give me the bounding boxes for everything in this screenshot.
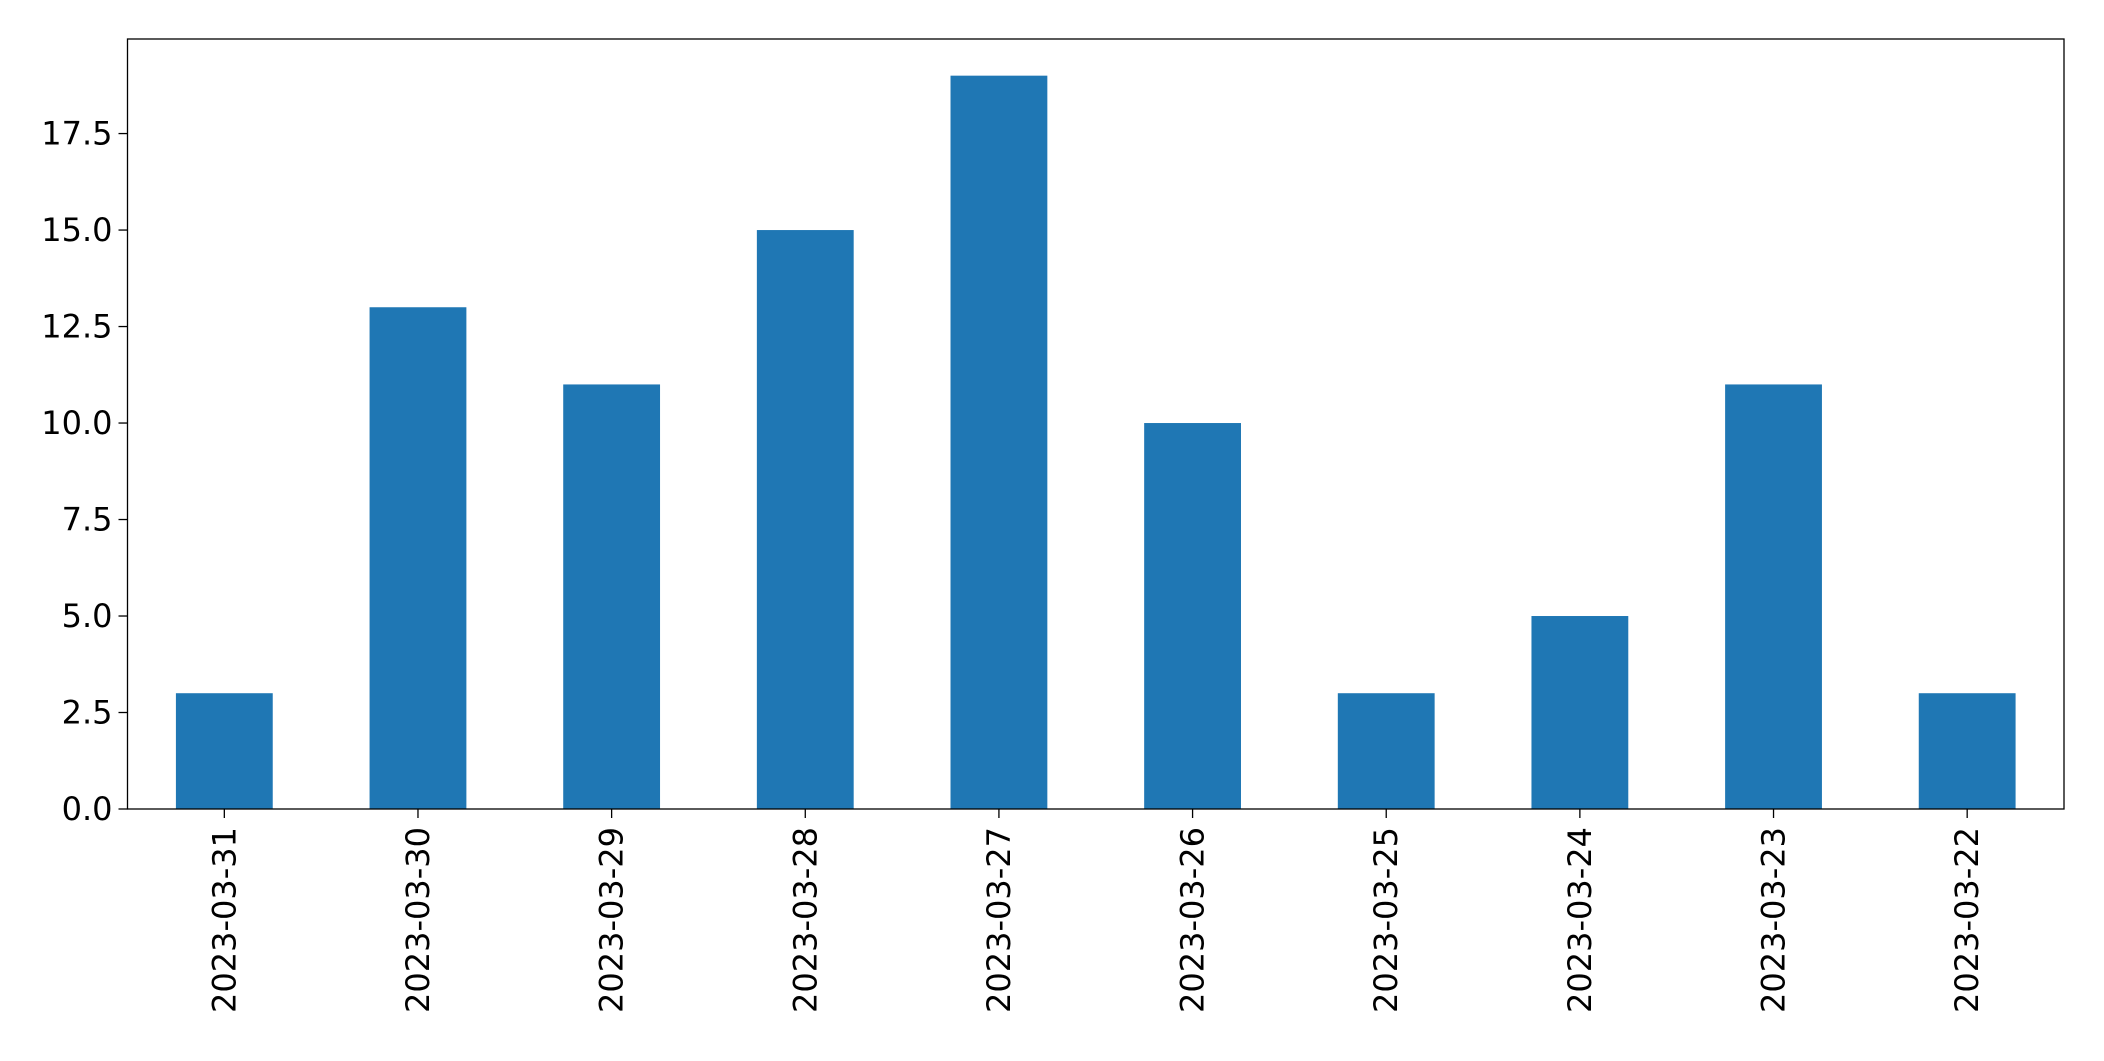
y-tick-label: 17.5 [41,115,112,153]
x-tick-label: 2023-03-23 [1755,827,1793,1013]
bar [756,230,854,810]
x-tick-label: 2023-03-25 [1367,827,1405,1013]
y-tick-label: 7.5 [62,501,113,539]
x-tick-label: 2023-03-31 [205,827,243,1013]
plot-frame [126,38,2065,810]
bar [1531,616,1629,809]
x-tick-label: 2023-03-30 [399,827,437,1013]
bar [175,693,273,809]
bar [950,75,1048,809]
x-tick-label: 2023-03-24 [1561,827,1599,1013]
bar [1337,693,1435,809]
x-tick-label: 2023-03-28 [786,827,824,1013]
y-tick-label: 2.5 [62,694,113,732]
y-tick-label: 0.0 [62,790,113,828]
y-tick-label: 15.0 [41,211,112,249]
bar [369,307,467,809]
bar [1725,384,1822,809]
bar [563,384,661,809]
bar [1144,423,1241,809]
x-tick-label: 2023-03-26 [1174,827,1212,1013]
y-tick-label: 10.0 [41,404,112,442]
x-tick-label: 2023-03-27 [980,827,1018,1013]
bar [1918,693,2016,809]
y-tick-label: 12.5 [41,308,112,346]
y-tick-label: 5.0 [62,597,113,635]
x-tick-label: 2023-03-22 [1948,827,1986,1013]
x-tick-label: 2023-03-29 [593,827,631,1013]
